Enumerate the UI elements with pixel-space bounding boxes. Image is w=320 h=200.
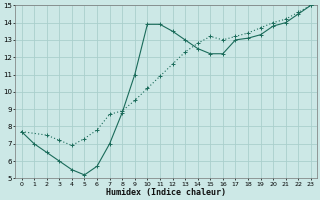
X-axis label: Humidex (Indice chaleur): Humidex (Indice chaleur) xyxy=(106,188,226,197)
